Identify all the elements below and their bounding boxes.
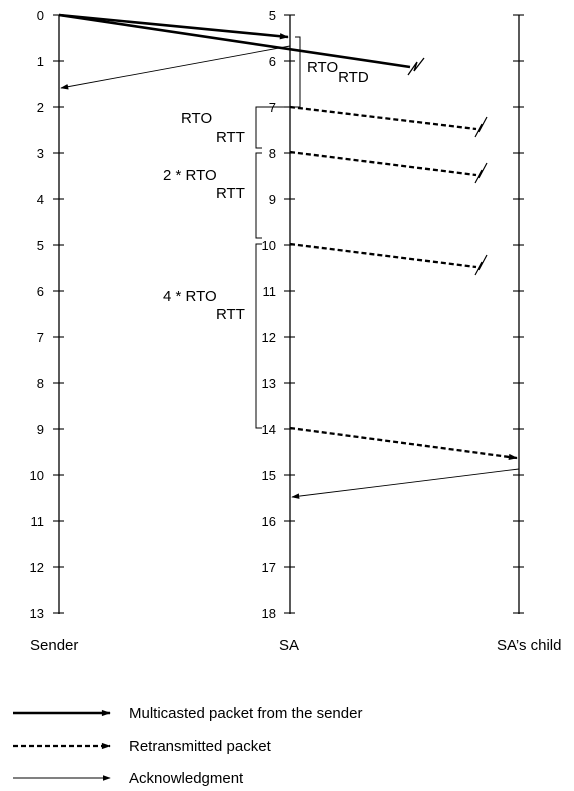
ack-arrow-to-sender xyxy=(60,45,291,90)
legend-label-retransmit: Retransmitted packet xyxy=(129,738,272,755)
retransmit-2-loss-mark xyxy=(474,162,488,184)
sa-column-label: SA xyxy=(279,637,299,654)
legend-label-multicast: Multicasted packet from the sender xyxy=(129,705,362,722)
sa-tick-label: 6 xyxy=(269,54,276,69)
child-ticks xyxy=(513,14,524,614)
sender-tick-label: 5 xyxy=(37,238,44,253)
sa-tick-label: 18 xyxy=(262,606,276,621)
sa-tick-label: 9 xyxy=(269,192,276,207)
rto-rtt-bracket-2 xyxy=(255,152,262,239)
sa-tick-label: 11 xyxy=(263,284,277,299)
rto-rtd-bracket xyxy=(295,36,301,108)
ack-arrow-to-sa xyxy=(291,468,520,499)
sender-tick-label: 12 xyxy=(30,560,44,575)
sa-tick-label: 12 xyxy=(262,330,276,345)
sender-tick-label: 11 xyxy=(31,514,45,529)
retransmit-4-arrow xyxy=(289,426,518,461)
sender-tick-label: 13 xyxy=(30,606,44,621)
sender-tick-label: 2 xyxy=(37,100,44,115)
sa-tick-label: 17 xyxy=(262,560,276,575)
multicast-line-to-child xyxy=(58,13,411,69)
rto-rtt-label-4-main: 4 * RTO xyxy=(163,288,217,305)
legend: Multicasted packet from the sender Retra… xyxy=(13,705,362,787)
retransmit-3 xyxy=(289,242,477,269)
rto-rtt-label-1-main: RTO xyxy=(181,110,212,127)
rto-rtt-label-4-sub: RTT xyxy=(216,306,245,323)
sender-tick-label: 10 xyxy=(30,468,44,483)
sender-tick-label: 4 xyxy=(37,192,44,207)
child-column-label: SA’s child xyxy=(497,637,561,654)
rto-rtt-label-2-main: 2 * RTO xyxy=(163,167,217,184)
sender-tick-label: 8 xyxy=(37,376,44,391)
sa-tick-label: 8 xyxy=(269,146,276,161)
rto-rtt-label-2-sub: RTT xyxy=(216,185,245,202)
retransmit-3-loss-mark xyxy=(474,254,488,276)
sender-tick-label: 9 xyxy=(37,422,44,437)
legend-label-ack: Acknowledgment xyxy=(129,770,244,787)
sender-tick-label: 7 xyxy=(37,330,44,345)
sender-tick-label: 6 xyxy=(37,284,44,299)
sa-tick-label: 15 xyxy=(262,468,276,483)
sa-tick-label: 10 xyxy=(262,238,276,253)
sa-tick-label: 14 xyxy=(262,422,276,437)
sa-tick-label: 13 xyxy=(262,376,276,391)
retransmit-1 xyxy=(289,105,477,131)
sa-tick-label: 16 xyxy=(262,514,276,529)
sender-column-label: Sender xyxy=(30,637,78,654)
sender-tick-label: 3 xyxy=(37,146,44,161)
rto-rtd-label: RTORTD xyxy=(307,59,369,86)
multicast-arrow-to-sa xyxy=(58,13,289,40)
retransmit-1-loss-mark xyxy=(474,116,488,138)
rto-rtt-label-1-sub: RTT xyxy=(216,129,245,146)
rto-rtt-bracket-1 xyxy=(255,106,285,149)
sa-tick-label: 5 xyxy=(269,8,276,23)
rto-rtt-bracket-4 xyxy=(255,243,262,429)
retransmit-2 xyxy=(289,150,477,177)
sender-tick-label: 1 xyxy=(37,54,44,69)
multicast-loss-mark xyxy=(407,57,425,76)
sender-tick-label: 0 xyxy=(37,8,44,23)
